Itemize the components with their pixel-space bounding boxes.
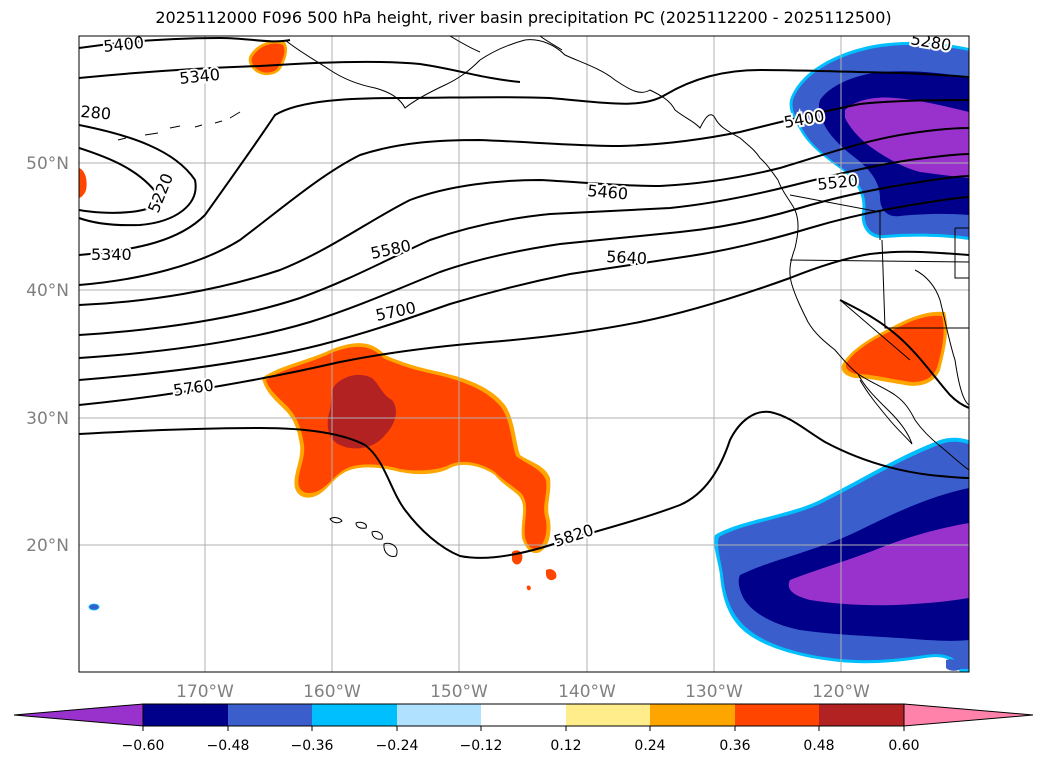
- positive-anomaly-west-edge: [79, 168, 87, 198]
- colorbar-tick-labels: −0.60 −0.48 −0.36 −0.24 −0.12 0.12 0.24 …: [122, 738, 920, 754]
- positive-anomaly-california: [841, 311, 948, 386]
- colorbar-tick-label: −0.60: [122, 738, 165, 754]
- colorbar-tick-label: 0.60: [888, 738, 919, 754]
- colorbar-segment: [650, 704, 735, 726]
- positive-anomaly-central-pacific: [262, 343, 557, 591]
- lon-label: 170°W: [176, 682, 234, 702]
- coastlines: [117, 36, 969, 557]
- colorbar-segment: [819, 704, 904, 726]
- contour-label: 5460: [587, 181, 629, 203]
- lon-label: 130°W: [685, 682, 743, 702]
- colorbar-tick-label: −0.12: [460, 738, 503, 754]
- colorbar-segment: [228, 704, 312, 726]
- map-title: 2025112000 F096 500 hPa height, river ba…: [155, 8, 892, 27]
- colorbar-segment: [481, 704, 566, 726]
- lat-label: 40°N: [26, 281, 69, 301]
- colorbar-tick-label: 0.12: [550, 738, 581, 754]
- colorbar-segment: [143, 704, 228, 726]
- lon-label: 140°W: [558, 682, 616, 702]
- lon-label: 150°W: [430, 682, 488, 702]
- plot-frame: [78, 35, 970, 673]
- colorbar-ticks: [142, 726, 905, 731]
- lon-label: 160°W: [303, 682, 361, 702]
- negative-anomaly-dot: [88, 603, 100, 611]
- colorbar-extend-high: [903, 703, 1034, 727]
- negative-anomaly-tropical-east: [714, 437, 969, 672]
- colorbar-tick-label: 0.36: [719, 738, 750, 754]
- colorbar: −0.60 −0.48 −0.36 −0.24 −0.12 0.12 0.24 …: [13, 703, 1034, 754]
- colorbar-tick-label: 0.24: [634, 738, 665, 754]
- colorbar-tick-label: −0.48: [207, 738, 250, 754]
- latitude-labels: 50°N 40°N 30°N 20°N: [26, 154, 69, 556]
- contour-label: 5640: [606, 247, 648, 268]
- lat-label: 30°N: [26, 409, 69, 429]
- lat-label: 20°N: [26, 536, 69, 556]
- colorbar-tick-label: −0.36: [291, 738, 334, 754]
- colorbar-extend-low: [13, 703, 144, 727]
- contour-label: 5280: [70, 101, 112, 123]
- contour-label: 5340: [91, 245, 132, 264]
- height-contours: [79, 36, 969, 559]
- colorbar-frame: [142, 703, 905, 727]
- colorbar-segment: [397, 704, 481, 726]
- lat-label: 50°N: [26, 154, 69, 174]
- colorbar-tick-label: −0.24: [376, 738, 419, 754]
- gridlines: [79, 36, 969, 672]
- colorbar-segment: [735, 704, 819, 726]
- colorbar-segment: [566, 704, 650, 726]
- longitude-labels: 170°W 160°W 150°W 140°W 130°W 120°W: [176, 682, 870, 702]
- colorbar-tick-label: 0.48: [803, 738, 834, 754]
- contour-label: 5400: [102, 33, 144, 56]
- lon-label: 120°W: [812, 682, 870, 702]
- colorbar-segment: [312, 704, 397, 726]
